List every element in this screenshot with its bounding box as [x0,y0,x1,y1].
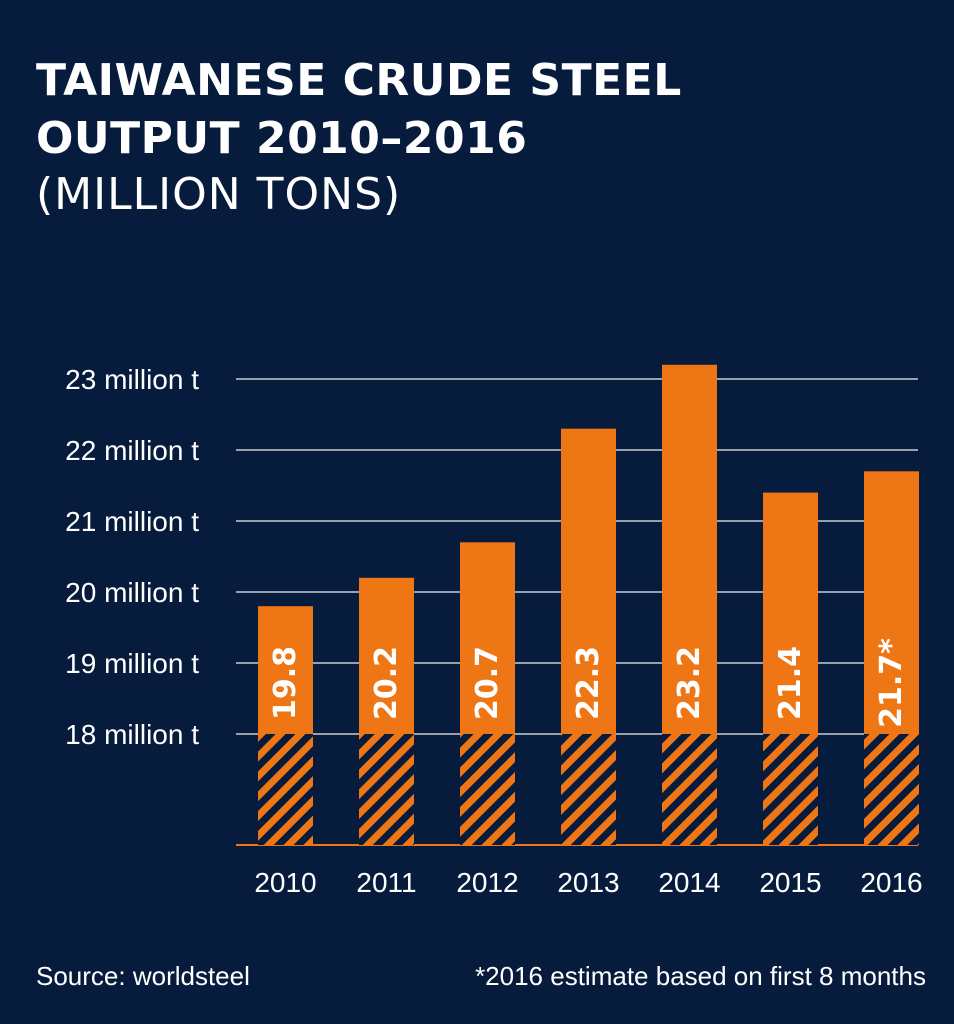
bar-2013 [561,428,616,734]
value-label: 22.3 [571,646,606,720]
x-tick-label: 2016 [860,867,922,898]
value-label: 21.7* [874,638,909,728]
chart-subtitle: (MILLION TONS) [36,169,402,220]
bar-break-2014 [662,734,717,845]
x-tick-label: 2015 [759,867,821,898]
value-label: 23.2 [672,646,707,720]
y-tick-label: 19 million t [65,648,199,679]
bars [258,364,919,845]
source-note: Source: worldsteel [36,961,250,991]
estimate-footnote: *2016 estimate based on first 8 months [475,961,926,991]
value-label: 20.2 [369,646,404,720]
value-label: 21.4 [773,646,808,720]
bar-2015 [763,492,818,734]
bar-2014 [662,364,717,734]
y-tick-label: 20 million t [65,577,199,608]
chart-title: TAIWANESE CRUDE STEEL OUTPUT 2010–2016 [36,52,936,168]
title-line-1: TAIWANESE CRUDE STEEL [36,55,682,106]
bar-2011 [359,577,414,734]
x-tick-label: 2011 [356,867,416,898]
x-tick-label: 2010 [254,867,316,898]
value-label: 20.7 [470,646,505,720]
value-label: 19.8 [268,646,303,720]
bar-2012 [460,542,515,734]
bar-2010 [258,606,313,734]
bar-break-2015 [763,734,818,845]
title-line-2: OUTPUT 2010–2016 [36,113,528,164]
labels: 23 million t 22 million t 21 million t 20 m… [65,364,922,898]
bar-break-2016 [864,734,919,845]
y-tick-label: 23 million t [65,364,199,395]
bar-2016 [864,471,919,734]
x-tick-label: 2014 [658,867,720,898]
x-tick-label: 2013 [557,867,619,898]
y-tick-label: 22 million t [65,435,199,466]
bar-break-2012 [460,734,515,845]
y-tick-label: 18 million t [65,719,199,750]
y-tick-label: 21 million t [65,506,199,537]
bar-break-2010 [258,734,313,845]
bar-break-2013 [561,734,616,845]
x-tick-label: 2012 [456,867,518,898]
bar-break-2011 [359,734,414,845]
